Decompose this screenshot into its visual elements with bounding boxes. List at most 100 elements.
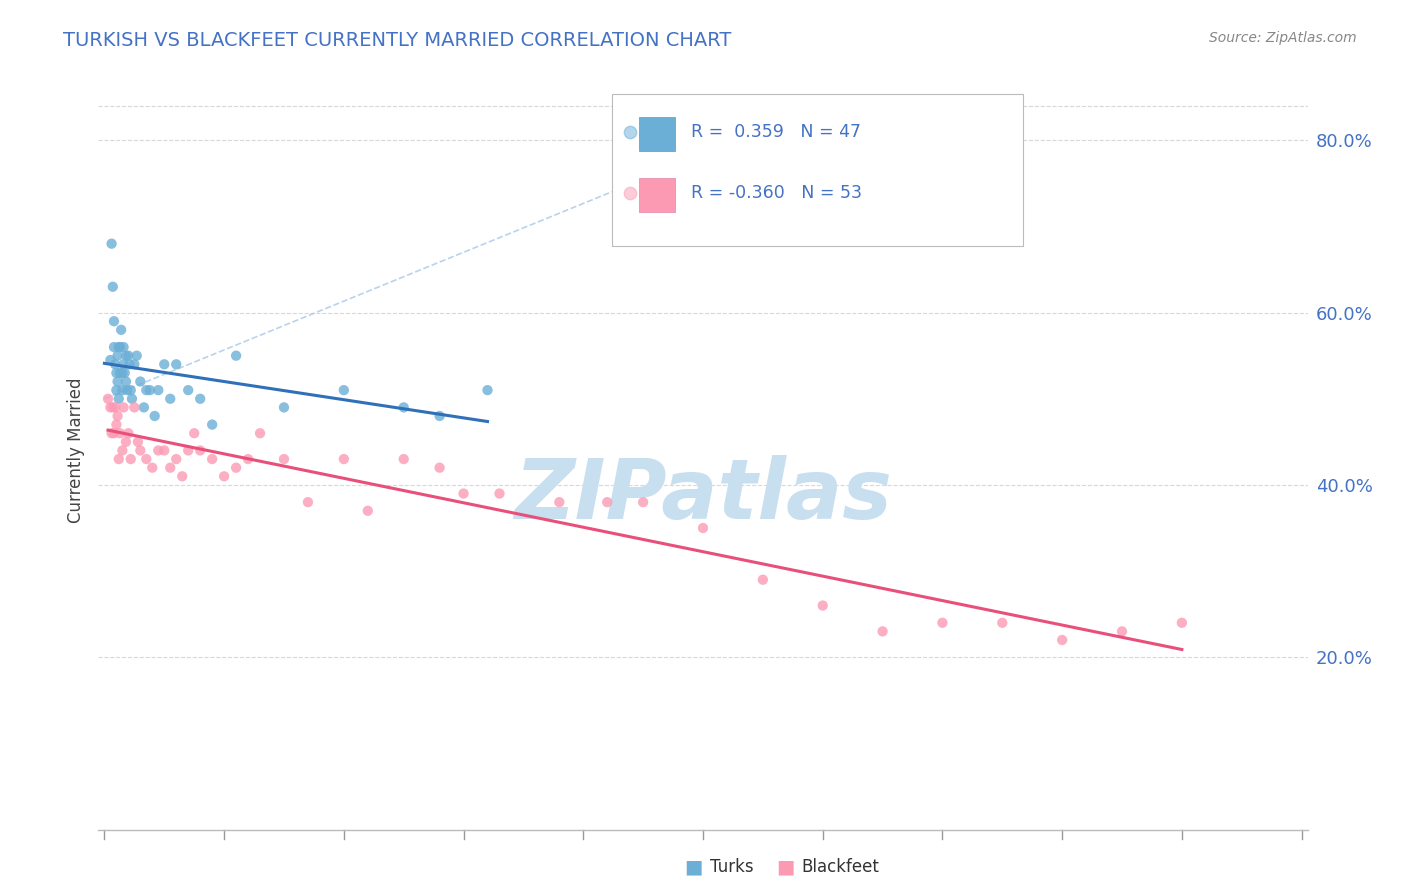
Point — [692, 521, 714, 535]
Point — [236, 452, 259, 467]
Point — [103, 340, 125, 354]
Point — [392, 401, 415, 415]
Point — [1111, 624, 1133, 639]
Point — [429, 460, 451, 475]
Text: Source: ZipAtlas.com: Source: ZipAtlas.com — [1209, 31, 1357, 45]
Text: R =  0.359   N = 47: R = 0.359 N = 47 — [690, 123, 860, 141]
Point — [100, 353, 122, 368]
Point — [110, 323, 132, 337]
Point — [153, 443, 176, 458]
Point — [129, 443, 152, 458]
Point — [118, 357, 141, 371]
Point — [115, 383, 138, 397]
Point — [100, 426, 122, 441]
Point — [105, 366, 128, 380]
Text: ■: ■ — [685, 857, 703, 877]
Point — [177, 383, 200, 397]
Point — [103, 314, 125, 328]
Point — [273, 401, 295, 415]
Point — [872, 624, 894, 639]
Point — [148, 383, 170, 397]
Point — [188, 392, 211, 406]
Point — [249, 426, 271, 441]
Point — [620, 29, 643, 44]
Point — [117, 426, 139, 441]
Text: R = -0.360   N = 53: R = -0.360 N = 53 — [690, 184, 862, 202]
Point — [453, 486, 475, 500]
Point — [107, 340, 129, 354]
Point — [112, 357, 135, 371]
Point — [159, 392, 181, 406]
Point — [297, 495, 319, 509]
Point — [1050, 633, 1073, 648]
Point — [112, 340, 135, 354]
Point — [165, 357, 187, 371]
Point — [104, 401, 127, 415]
Point — [991, 615, 1014, 630]
Point — [107, 452, 129, 467]
Point — [357, 504, 380, 518]
Point — [120, 452, 142, 467]
Point — [132, 401, 155, 415]
Point — [429, 409, 451, 423]
Point — [112, 401, 135, 415]
Point — [159, 460, 181, 475]
Point — [177, 443, 200, 458]
Point — [165, 452, 187, 467]
Point — [105, 383, 128, 397]
Point — [153, 357, 176, 371]
Point — [488, 486, 510, 500]
Point — [104, 357, 127, 371]
Point — [100, 401, 122, 415]
Point — [477, 383, 499, 397]
Point — [141, 460, 163, 475]
Point — [117, 349, 139, 363]
Point — [107, 409, 129, 423]
Point — [120, 383, 142, 397]
Point — [101, 401, 124, 415]
Point — [108, 426, 131, 441]
Point — [124, 357, 146, 371]
Point — [107, 375, 129, 389]
Point — [811, 599, 834, 613]
Point — [124, 401, 146, 415]
Point — [212, 469, 235, 483]
Point — [333, 452, 356, 467]
Point — [620, 99, 643, 113]
Point — [115, 434, 138, 449]
Text: Blackfeet: Blackfeet — [801, 858, 879, 876]
Text: ■: ■ — [776, 857, 794, 877]
Point — [108, 366, 131, 380]
Point — [392, 452, 415, 467]
Point — [105, 417, 128, 432]
FancyBboxPatch shape — [613, 95, 1024, 245]
Point — [121, 392, 143, 406]
Point — [101, 279, 124, 293]
Point — [148, 443, 170, 458]
Point — [201, 452, 224, 467]
Point — [752, 573, 775, 587]
Point — [225, 349, 247, 363]
Point — [115, 349, 138, 363]
Point — [129, 375, 152, 389]
Point — [100, 236, 122, 251]
Point — [111, 443, 134, 458]
Point — [201, 417, 224, 432]
Text: TURKISH VS BLACKFEET CURRENTLY MARRIED CORRELATION CHART: TURKISH VS BLACKFEET CURRENTLY MARRIED C… — [63, 31, 731, 50]
Bar — [638, 178, 675, 211]
Point — [1171, 615, 1194, 630]
Point — [183, 426, 205, 441]
Point — [931, 615, 953, 630]
Text: Turks: Turks — [710, 858, 754, 876]
Point — [111, 366, 134, 380]
Point — [333, 383, 356, 397]
Point — [125, 349, 148, 363]
Text: ZIPatlas: ZIPatlas — [515, 456, 891, 536]
Point — [115, 375, 138, 389]
Point — [631, 495, 654, 509]
Y-axis label: Currently Married: Currently Married — [66, 377, 84, 524]
Point — [97, 392, 120, 406]
Point — [143, 409, 166, 423]
Point — [108, 340, 131, 354]
Bar — [638, 117, 675, 151]
